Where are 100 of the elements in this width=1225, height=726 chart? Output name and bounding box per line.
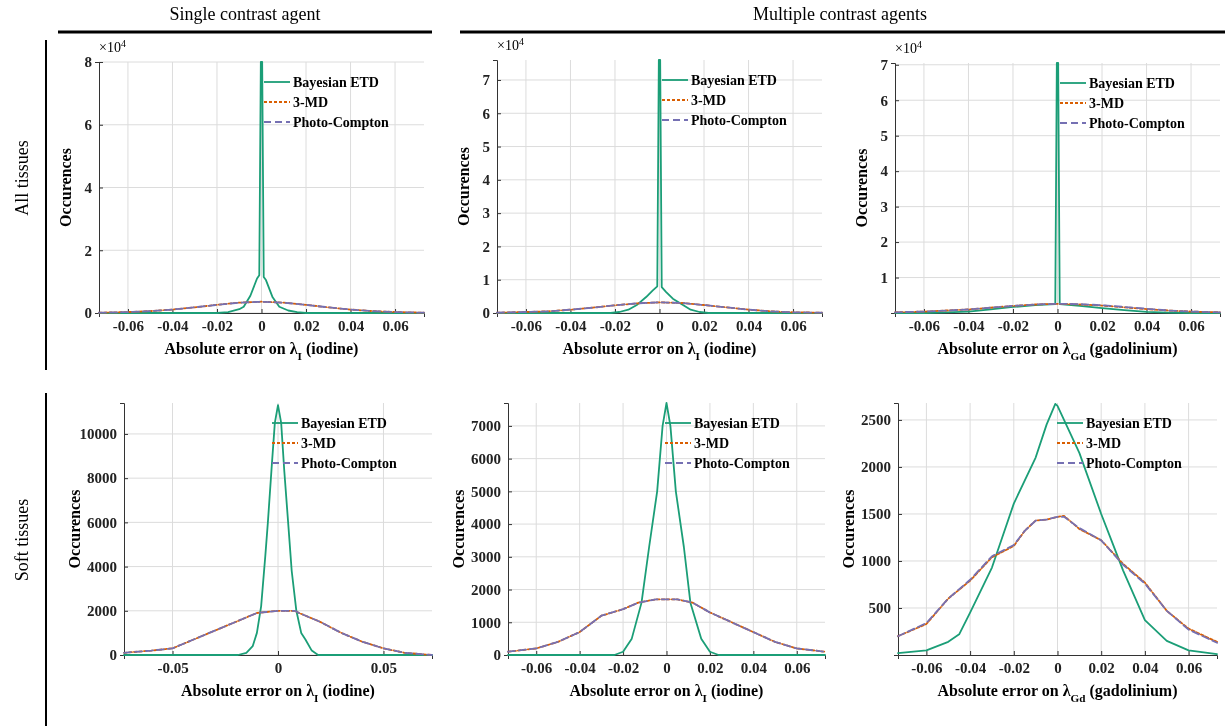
y-tick-label: 0 [482, 305, 490, 322]
y-tick-label: 2000 [87, 603, 117, 620]
x-axis-title: Absolute error on λ$_{I}$ (iodine) [164, 340, 359, 362]
y-tick-label: 3 [880, 198, 888, 215]
x-tick-label: -0.04 [954, 659, 987, 676]
x-tick-label: 0 [258, 317, 266, 334]
legend-label: Bayesian ETD [1086, 416, 1172, 431]
y-tick-label: 3000 [471, 549, 501, 566]
text: ×10$^{4}$ [99, 37, 126, 55]
y-tick-label: 6000 [87, 514, 117, 531]
text: ×10$^{4}$ [895, 38, 922, 56]
y-tick-label: 6000 [471, 450, 501, 467]
y-tick-label: 8 [84, 54, 92, 71]
x-tick-label: 0.06 [382, 317, 410, 334]
x-tick-label: 0.02 [293, 317, 320, 334]
x-axis-title: Absolute error on λ$_{I}$ (iodine) [562, 340, 757, 362]
x-tick-label: 0 [663, 659, 671, 676]
legend-label: 3-MD [694, 436, 729, 451]
y-tick-label: 6 [482, 105, 491, 122]
legend-label: Photo-Compton [691, 113, 787, 128]
y-tick-label: 1 [880, 269, 888, 286]
y-tick-label: 4 [482, 172, 491, 189]
legend-label: Bayesian ETD [691, 73, 777, 88]
x-tick-label: 0.06 [1178, 317, 1206, 334]
x-axis-title: Absolute error on λ$_{I}$ (iodine) [181, 682, 375, 704]
y-tick-label: 2 [880, 234, 888, 251]
y-tick-label: 2500 [861, 412, 891, 429]
text: All tissues [12, 140, 32, 216]
x-tick-label: -0.06 [521, 659, 553, 676]
x-tick-label: 0.02 [1089, 317, 1116, 334]
y-axis-title: Occurences [840, 489, 857, 569]
x-tick-label: -0.02 [997, 317, 1030, 334]
legend-label: Bayesian ETD [293, 75, 379, 90]
x-tick-label: 0.06 [784, 659, 811, 676]
x-tick-label: -0.06 [112, 317, 145, 334]
y-tick-label: 1 [482, 272, 490, 289]
text: Soft tissues [12, 498, 32, 582]
x-tick-label: -0.06 [510, 317, 543, 334]
legend-label: 3-MD [691, 93, 726, 108]
y-axis-title: Occurences [455, 147, 472, 226]
y-tick-label: 7 [880, 57, 889, 74]
y-axis-title: Occurences [853, 148, 870, 228]
y-tick-label: 500 [868, 600, 891, 617]
legend-label: Photo-Compton [293, 115, 389, 130]
legend-label: Bayesian ETD [694, 416, 780, 431]
x-tick-label: 0.02 [1088, 659, 1115, 676]
x-axis-title: Absolute error on λ$_{I}$ (iodine) [569, 682, 764, 704]
line-series [496, 301, 823, 314]
x-tick-label: 0.05 [370, 659, 398, 676]
legend-label: 3-MD [293, 95, 328, 110]
line-series [123, 609, 433, 656]
x-tick-label: -0.06 [911, 659, 944, 676]
x-tick-label: 0.04 [1132, 659, 1160, 676]
x-tick-label: -0.04 [555, 317, 588, 334]
y-tick-label: 1000 [471, 614, 501, 631]
x-tick-label: 0.04 [735, 317, 763, 334]
y-tick-label: 2 [482, 238, 490, 255]
y-tick-label: 10000 [79, 426, 117, 443]
chart-title: Multiple contrast agents [753, 4, 927, 24]
y-axis-title: Occurences [66, 489, 83, 569]
legend-label: Photo-Compton [694, 456, 790, 471]
y-tick-label: 0 [493, 647, 501, 664]
x-tick-label: 0.06 [1175, 659, 1203, 676]
y-tick-label: 5 [880, 128, 888, 144]
legend-label: Photo-Compton [1089, 116, 1185, 131]
x-tick-label: 0 [656, 317, 664, 334]
x-tick-label: 0.02 [697, 659, 724, 676]
y-axis-title: Occurences [450, 489, 467, 569]
x-tick-label: -0.06 [908, 317, 941, 334]
line-series [98, 61, 425, 314]
x-tick-label: -0.02 [607, 659, 640, 676]
chart-title: Single contrast agent [169, 4, 321, 24]
x-axis-title: Absolute error on λ$_{Gd}$ (gadolinium) [937, 340, 1178, 362]
y-tick-label: 4000 [471, 516, 501, 533]
line-series [507, 598, 826, 653]
y-tick-label: 0 [84, 305, 92, 322]
x-tick-label: -0.04 [564, 659, 597, 676]
x-tick-label: 0.04 [740, 659, 768, 676]
x-tick-label: 0 [1054, 317, 1062, 334]
x-tick-label: -0.02 [599, 317, 632, 334]
x-tick-label: 0.04 [337, 317, 365, 334]
x-tick-label: 0 [274, 659, 283, 676]
text: ×10$^{4}$ [497, 35, 524, 53]
line-series [98, 300, 425, 314]
x-tick-label: -0.05 [157, 659, 189, 676]
x-tick-label: -0.02 [998, 659, 1030, 676]
y-tick-label: 0 [109, 647, 117, 664]
x-tick-label: 0.06 [780, 317, 808, 334]
line-series [894, 302, 1221, 314]
y-tick-label: 5 [482, 138, 490, 155]
x-tick-label: 0.02 [691, 317, 718, 334]
y-tick-label: 6 [880, 92, 889, 109]
x-tick-label: -0.04 [953, 317, 986, 334]
line-series [894, 62, 1221, 314]
y-tick-label: 6 [84, 117, 93, 134]
y-tick-label: 2 [84, 242, 92, 259]
legend-label: 3-MD [301, 436, 336, 451]
x-tick-label: 0.04 [1133, 317, 1161, 334]
legend-label: Photo-Compton [1086, 456, 1182, 471]
y-tick-label: 5000 [471, 483, 501, 500]
